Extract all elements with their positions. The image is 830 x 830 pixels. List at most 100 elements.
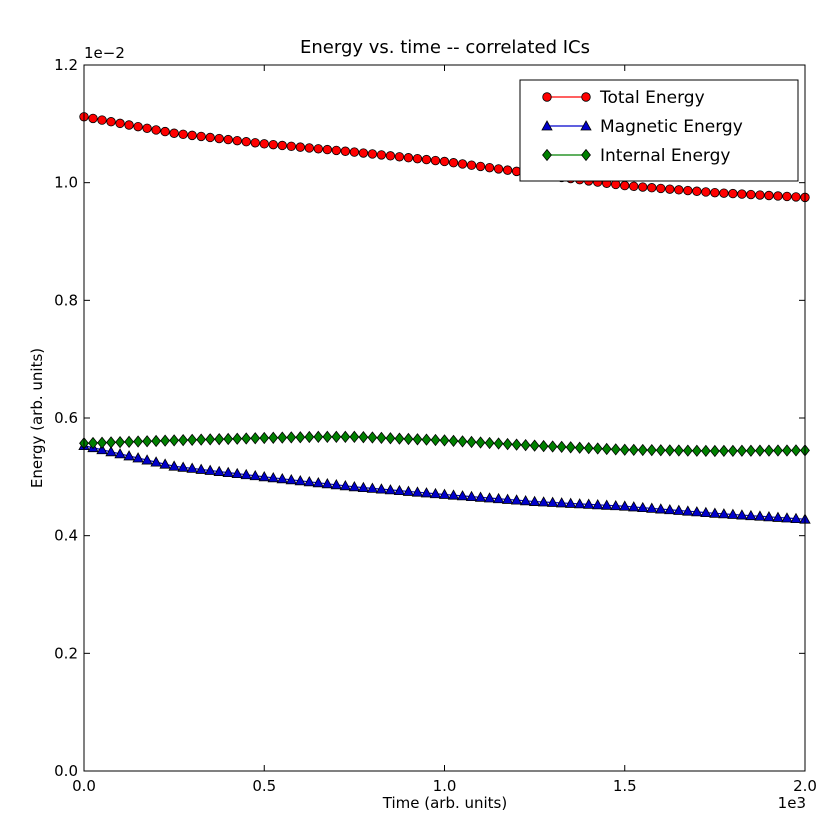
total-energy-point bbox=[502, 165, 513, 175]
total-energy-point bbox=[620, 180, 630, 191]
internal-energy-point bbox=[196, 433, 207, 446]
magnetic-energy-point bbox=[123, 450, 135, 461]
internal-energy-point bbox=[538, 439, 549, 453]
magnetic-energy-point bbox=[285, 474, 297, 485]
magnetic-energy-point bbox=[258, 471, 270, 482]
legend-magnetic-energy-marker bbox=[580, 120, 592, 131]
total-energy-point bbox=[484, 162, 495, 173]
internal-energy-point bbox=[511, 438, 522, 451]
internal-energy-point bbox=[737, 444, 747, 457]
magnetic-energy-point bbox=[655, 503, 667, 514]
magnetic-energy-point bbox=[402, 485, 415, 496]
total-energy-point bbox=[349, 147, 360, 157]
internal-energy-point bbox=[691, 444, 702, 457]
x-axis-label: Time (arb. units) bbox=[382, 794, 507, 812]
legend-total-energy-marker bbox=[581, 92, 591, 102]
internal-energy-point bbox=[556, 440, 567, 454]
internal-energy-point bbox=[322, 430, 333, 443]
legend-internal-energy-marker bbox=[542, 148, 552, 162]
magnetic-energy-point bbox=[610, 499, 622, 511]
total-energy-point bbox=[124, 120, 134, 130]
internal-energy-point bbox=[268, 431, 279, 444]
total-energy-point bbox=[412, 153, 423, 164]
y-tick-label: 0.4 bbox=[54, 527, 78, 545]
total-energy-point bbox=[88, 113, 98, 124]
internal-energy-point bbox=[475, 436, 486, 449]
internal-energy-point bbox=[646, 443, 657, 457]
magnetic-energy-point bbox=[754, 510, 766, 521]
total-energy-point bbox=[313, 144, 324, 154]
internal-energy-point bbox=[295, 431, 306, 444]
magnetic-energy-point bbox=[564, 497, 577, 508]
internal-energy-point bbox=[241, 432, 252, 445]
legend-internal-energy-marker bbox=[581, 148, 591, 162]
total-energy-point bbox=[385, 151, 396, 161]
magnetic-energy-point bbox=[150, 456, 162, 467]
total-energy-point bbox=[151, 125, 161, 135]
magnetic-energy-point bbox=[411, 486, 424, 497]
magnetic-energy-point bbox=[420, 487, 433, 498]
magnetic-energy-point bbox=[132, 452, 144, 463]
internal-energy-point bbox=[718, 444, 729, 458]
total-energy-point bbox=[475, 161, 486, 172]
total-energy-point bbox=[286, 141, 296, 152]
total-energy-point bbox=[737, 189, 747, 199]
legend-total-energy-label: Total Energy bbox=[599, 88, 705, 108]
internal-energy-point bbox=[88, 436, 98, 450]
magnetic-energy-point bbox=[718, 508, 730, 519]
magnetic-energy-point bbox=[763, 511, 775, 522]
magnetic-energy-point bbox=[96, 443, 108, 455]
internal-energy-point bbox=[755, 444, 765, 457]
internal-energy-point bbox=[160, 434, 171, 447]
magnetic-energy-point bbox=[294, 475, 306, 486]
magnetic-energy-point bbox=[105, 446, 117, 457]
total-energy-point bbox=[421, 154, 432, 165]
legend: Total Energy Magnetic Energy Internal Ener… bbox=[519, 79, 799, 182]
magnetic-energy-point bbox=[330, 479, 343, 490]
internal-energy-point bbox=[178, 433, 189, 447]
y-tick-label: 0.6 bbox=[54, 409, 78, 427]
magnetic-energy-point bbox=[141, 454, 153, 465]
internal-energy-point bbox=[764, 444, 774, 457]
total-energy-point bbox=[196, 131, 206, 142]
plot-frame bbox=[83, 64, 806, 772]
magnetic-energy-point bbox=[312, 477, 325, 488]
y-tick-label: 0.2 bbox=[54, 644, 78, 662]
total-energy-point bbox=[782, 191, 792, 202]
magnetic-energy-point bbox=[745, 509, 757, 521]
internal-energy-point bbox=[457, 435, 468, 448]
total-energy-point bbox=[457, 159, 468, 169]
internal-energy-point bbox=[782, 444, 792, 457]
legend-magnetic-energy-marker bbox=[541, 120, 553, 131]
magnetic-energy-point bbox=[222, 466, 234, 477]
internal-energy-point bbox=[223, 432, 234, 446]
internal-energy-point bbox=[313, 430, 324, 443]
total-energy-point bbox=[773, 191, 783, 201]
magnetic-energy-point bbox=[276, 473, 288, 484]
total-energy-point bbox=[466, 160, 477, 170]
magnetic-energy-point bbox=[429, 487, 442, 499]
total-energy-point bbox=[178, 129, 188, 140]
magnetic-energy-point bbox=[736, 509, 748, 520]
internal-energy-point bbox=[637, 443, 648, 457]
magnetic-energy-point bbox=[537, 496, 550, 507]
total-energy-point bbox=[367, 149, 378, 159]
x-offset-label: 1e3 bbox=[778, 794, 806, 812]
magnetic-energy-point bbox=[303, 476, 315, 487]
x-tick-label: 1.0 bbox=[433, 777, 457, 795]
magnetic-energy-point bbox=[474, 491, 487, 502]
total-energy-point bbox=[241, 137, 251, 147]
internal-energy-point bbox=[358, 431, 369, 444]
total-energy-point bbox=[295, 142, 306, 152]
magnetic-energy-point bbox=[790, 512, 802, 524]
internal-energy-point bbox=[286, 431, 297, 444]
total-energy-point bbox=[755, 190, 765, 200]
magnetic-energy-point bbox=[357, 481, 370, 492]
magnetic-energy-point bbox=[709, 507, 721, 518]
total-energy-point bbox=[268, 139, 278, 150]
total-energy-point bbox=[439, 156, 450, 167]
internal-energy-point bbox=[655, 444, 666, 457]
magnetic-energy-point bbox=[583, 498, 595, 509]
total-energy-point bbox=[430, 155, 441, 166]
total-energy-point bbox=[692, 186, 702, 196]
